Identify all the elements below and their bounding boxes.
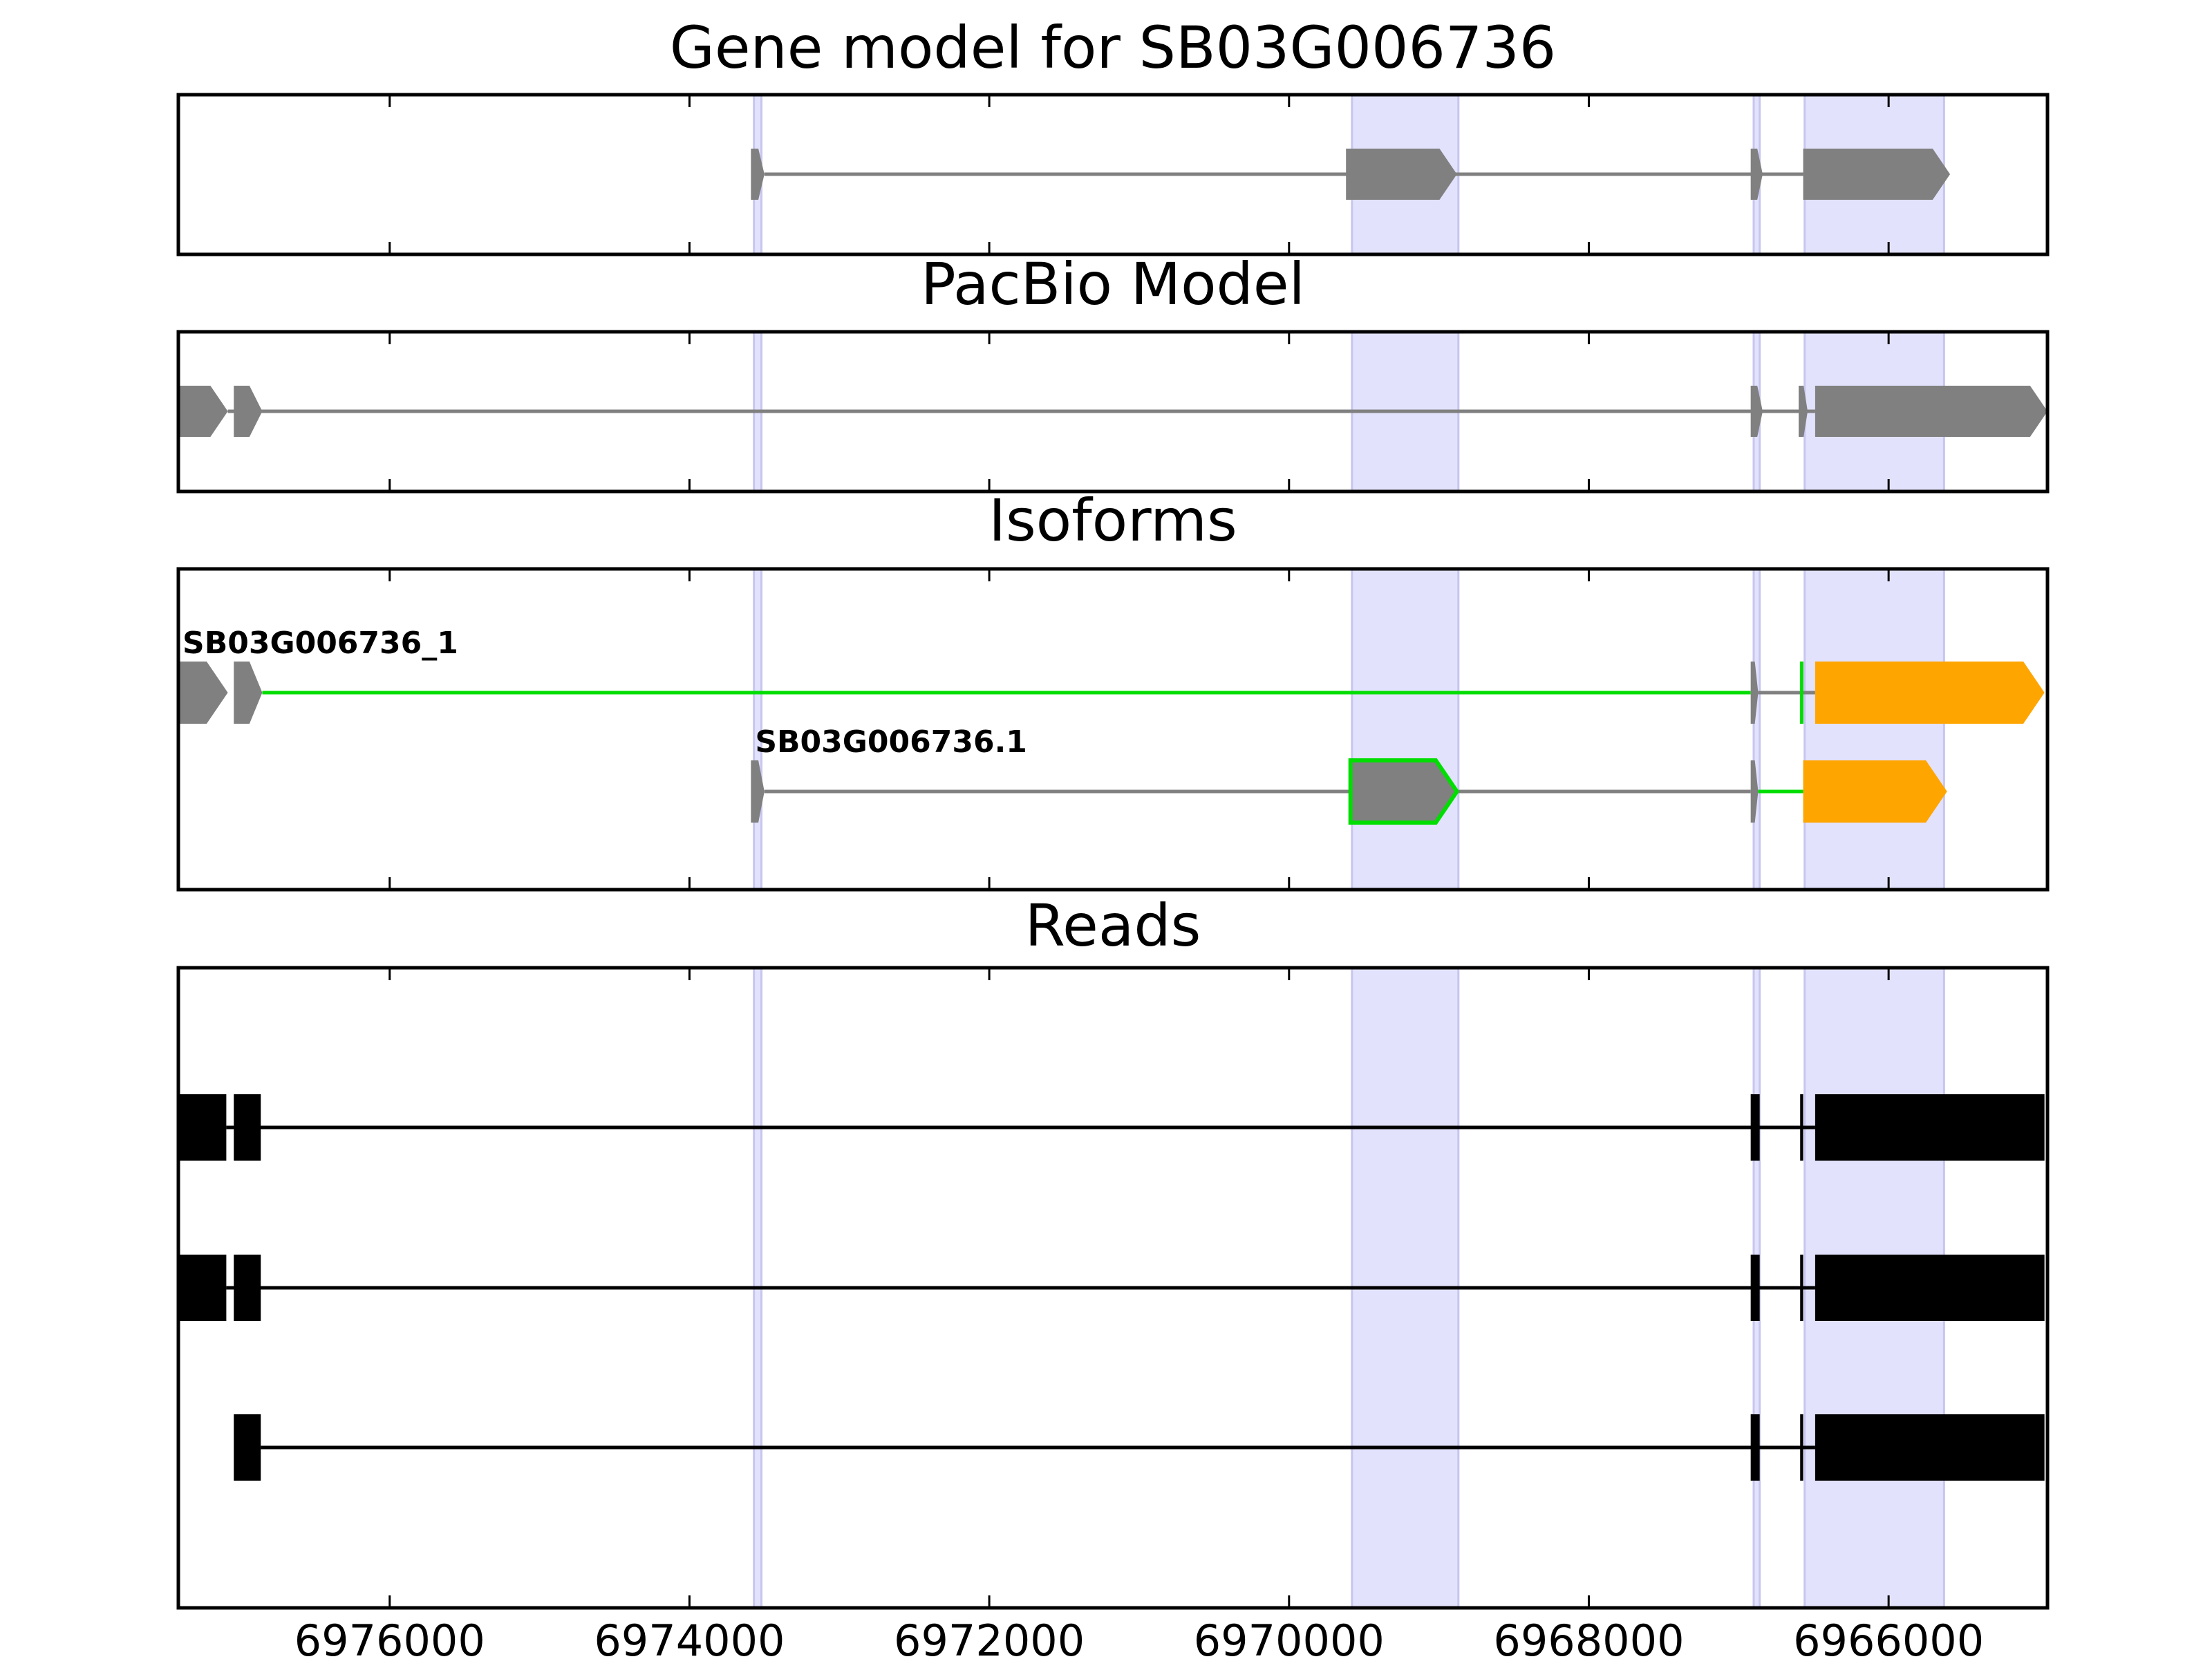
panel-frame bbox=[176, 567, 2050, 892]
read-block bbox=[234, 1255, 261, 1321]
exon-block bbox=[1815, 386, 2047, 437]
read-block bbox=[1800, 1255, 1803, 1321]
exon-block bbox=[178, 662, 228, 724]
utr-block bbox=[1815, 662, 2045, 724]
exon-block bbox=[1348, 758, 1460, 825]
x-tick-label: 6972000 bbox=[894, 1615, 1085, 1659]
exon-block bbox=[1803, 149, 1951, 200]
x-tick-label: 6970000 bbox=[1194, 1615, 1385, 1659]
exon-block bbox=[1799, 386, 1808, 437]
x-tick-label: 6968000 bbox=[1493, 1615, 1684, 1659]
panel-frame bbox=[176, 330, 2050, 494]
isoform-label: SB03G006736.1 bbox=[755, 724, 1027, 760]
x-tick-label: 6974000 bbox=[594, 1615, 785, 1659]
x-tick-label: 6966000 bbox=[1793, 1615, 1984, 1659]
exon-block bbox=[1346, 149, 1457, 200]
panel-title: Reads bbox=[1025, 892, 1201, 959]
read-block bbox=[1815, 1414, 2045, 1481]
exon-block bbox=[751, 760, 765, 823]
exon-block bbox=[751, 149, 765, 200]
read-block bbox=[234, 1094, 261, 1161]
panel-title: PacBio Model bbox=[921, 250, 1305, 318]
x-tick-label: 6976000 bbox=[294, 1615, 485, 1659]
panel-frame bbox=[176, 93, 2050, 256]
exon-block bbox=[178, 386, 228, 437]
read-block bbox=[1815, 1094, 2045, 1161]
panel-frame bbox=[176, 966, 2050, 1610]
highlight-region bbox=[1803, 568, 1945, 891]
read-block bbox=[178, 1094, 227, 1161]
panel-title: Gene model for SB03G006736 bbox=[670, 14, 1556, 82]
read-block bbox=[1750, 1255, 1760, 1321]
read-block bbox=[1750, 1414, 1760, 1481]
read-block bbox=[1800, 1414, 1803, 1481]
highlight-region bbox=[1752, 568, 1761, 891]
read-block bbox=[1815, 1255, 2045, 1321]
isoform-label: SB03G006736_1 bbox=[182, 626, 458, 661]
read-block bbox=[234, 1414, 261, 1481]
exon-block bbox=[1750, 149, 1763, 200]
exon-block bbox=[1750, 386, 1763, 437]
exon-block bbox=[234, 386, 263, 437]
read-block bbox=[178, 1255, 227, 1321]
highlight-region bbox=[1351, 568, 1460, 891]
read-block bbox=[1750, 1094, 1760, 1161]
read-block bbox=[1800, 1094, 1803, 1161]
exon-block bbox=[1750, 760, 1759, 823]
exon-block bbox=[234, 662, 263, 724]
utr-block bbox=[1803, 760, 1947, 823]
exon-block bbox=[1750, 662, 1759, 724]
panel-title: Isoforms bbox=[988, 487, 1237, 554]
